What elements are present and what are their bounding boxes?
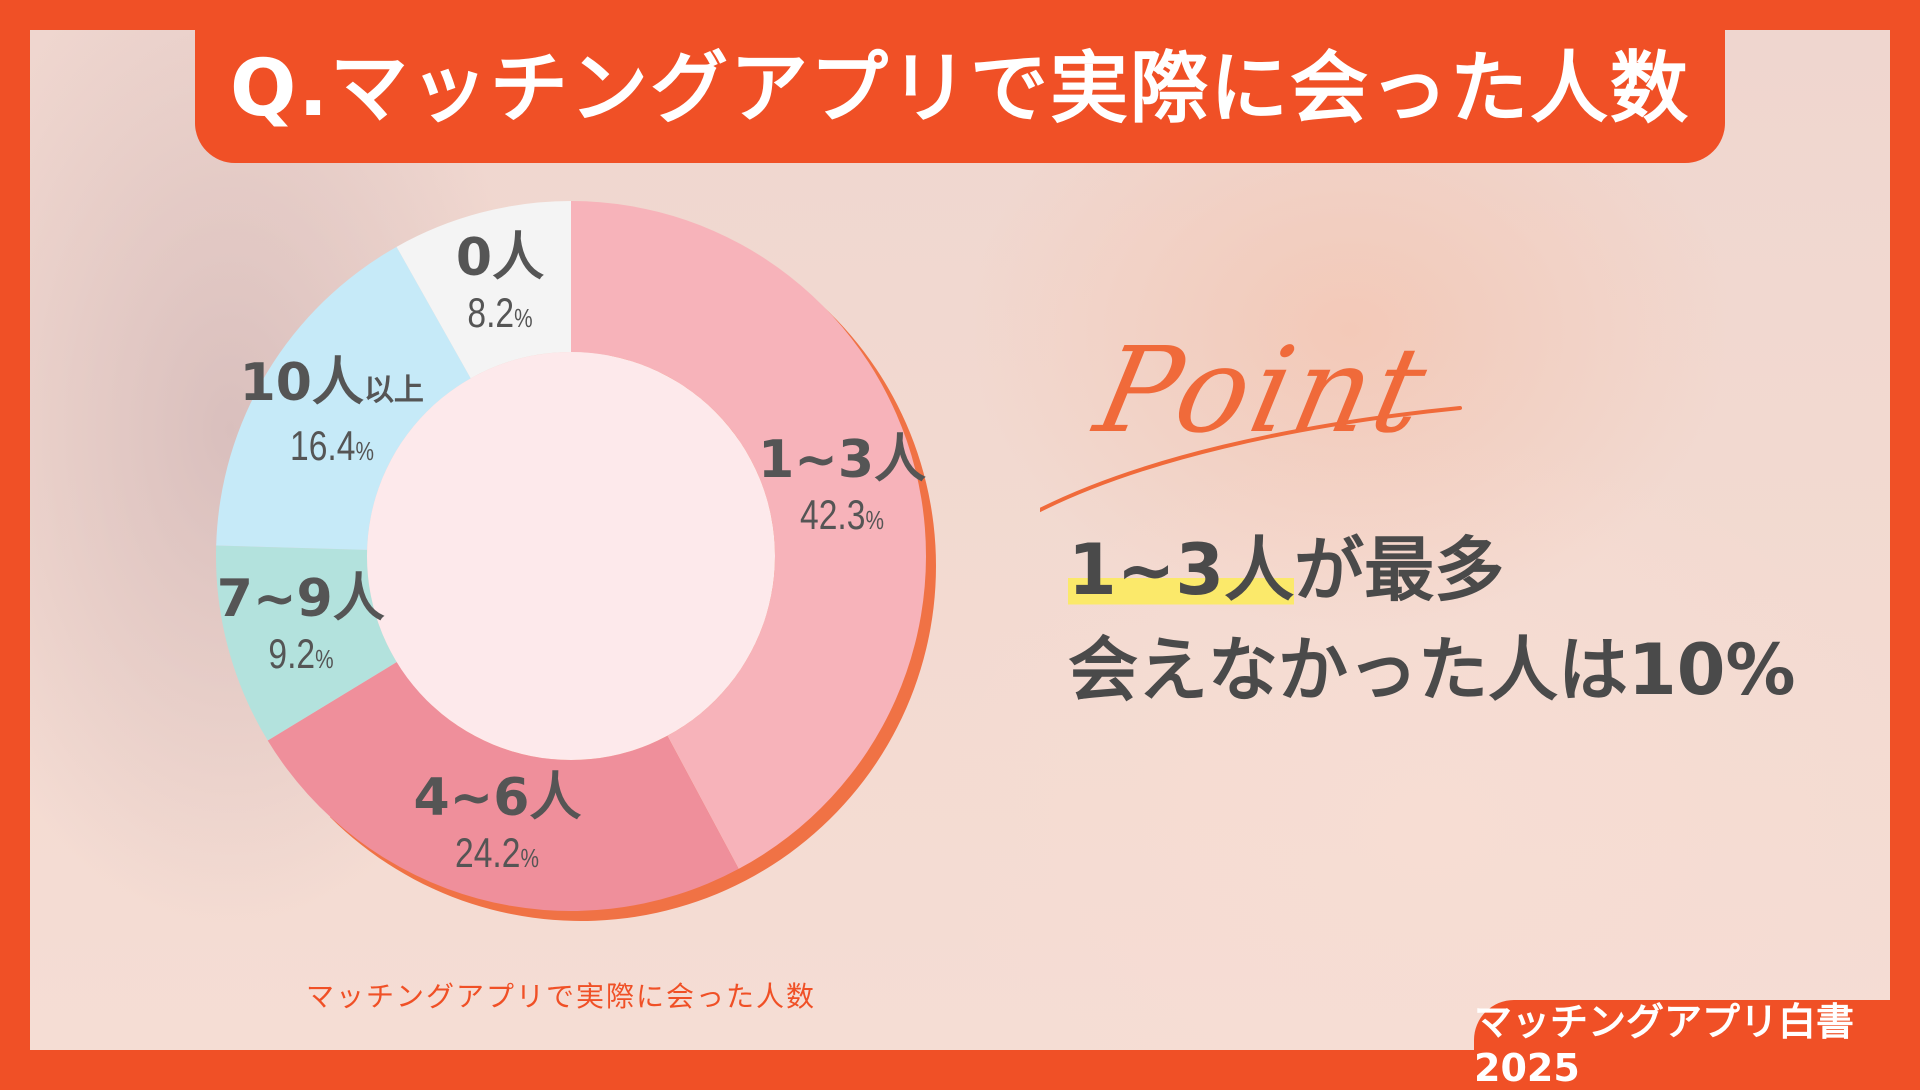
headline-line2: 会えなかった人は10%: [1068, 629, 1796, 711]
slice-category-text: 4~6人: [413, 767, 582, 828]
slice-category-text: 10人: [239, 353, 364, 414]
chart-caption: マッチングアプリで実際に会った人数: [306, 980, 817, 1013]
slice-label: 0人 8.2%: [456, 228, 544, 343]
slice-value: 42.3%: [775, 490, 909, 545]
slice-category: 7~9人: [217, 569, 385, 629]
slice-label: 4~6人 24.2%: [413, 768, 581, 883]
slice-value-number: 16.4: [289, 422, 356, 470]
slice-3: [216, 246, 471, 550]
footer-brand: マッチングアプリ白書2025: [1474, 1000, 1920, 1090]
slice-4: [396, 201, 571, 379]
headline: 1~3人が最多 会えなかった人は10%: [1068, 520, 1796, 720]
slice-value-unit: %: [314, 644, 334, 675]
slice-category-text: 1~3人: [758, 429, 927, 490]
slice-category: 0人: [456, 228, 544, 288]
slice-value: 24.2%: [430, 828, 564, 883]
slice-value-number: 8.2: [467, 288, 515, 336]
slice-value: 9.2%: [234, 629, 368, 684]
slice-category-suffix: 以上: [363, 373, 424, 409]
slice-value: 8.2%: [465, 288, 536, 343]
slice-category: 4~6人: [413, 768, 581, 828]
point-underline-swoosh: [1040, 406, 1462, 512]
slice-category-text: 7~9人: [216, 569, 385, 630]
slice-value-unit: %: [520, 842, 540, 873]
slice-value-number: 42.3: [800, 490, 866, 538]
slice-value-unit: %: [514, 302, 533, 333]
slice-2: [216, 545, 397, 741]
slice-value-number: 24.2: [455, 828, 521, 876]
slice-value-unit: %: [355, 436, 374, 467]
point-logo: Point: [1040, 300, 1480, 520]
slice-label: 7~9人 9.2%: [217, 569, 385, 684]
donut-hole: [367, 352, 775, 760]
slice-category: 10人以上: [240, 353, 424, 421]
slice-0: [571, 201, 926, 869]
slice-1: [267, 662, 739, 911]
page-title: Q.マッチングアプリで実際に会った人数: [195, 0, 1725, 163]
slice-value-unit: %: [865, 504, 885, 535]
slice-category: 1~3人: [758, 430, 926, 490]
headline-highlight: 1~3人: [1068, 529, 1295, 611]
slice-value: 16.4%: [258, 421, 406, 476]
headline-line1: が最多: [1294, 529, 1505, 611]
slice-label: 10人以上 16.4%: [240, 353, 424, 476]
slice-category-text: 0人: [455, 227, 545, 288]
slice-value-number: 9.2: [268, 630, 315, 678]
slice-label: 1~3人 42.3%: [758, 430, 926, 545]
